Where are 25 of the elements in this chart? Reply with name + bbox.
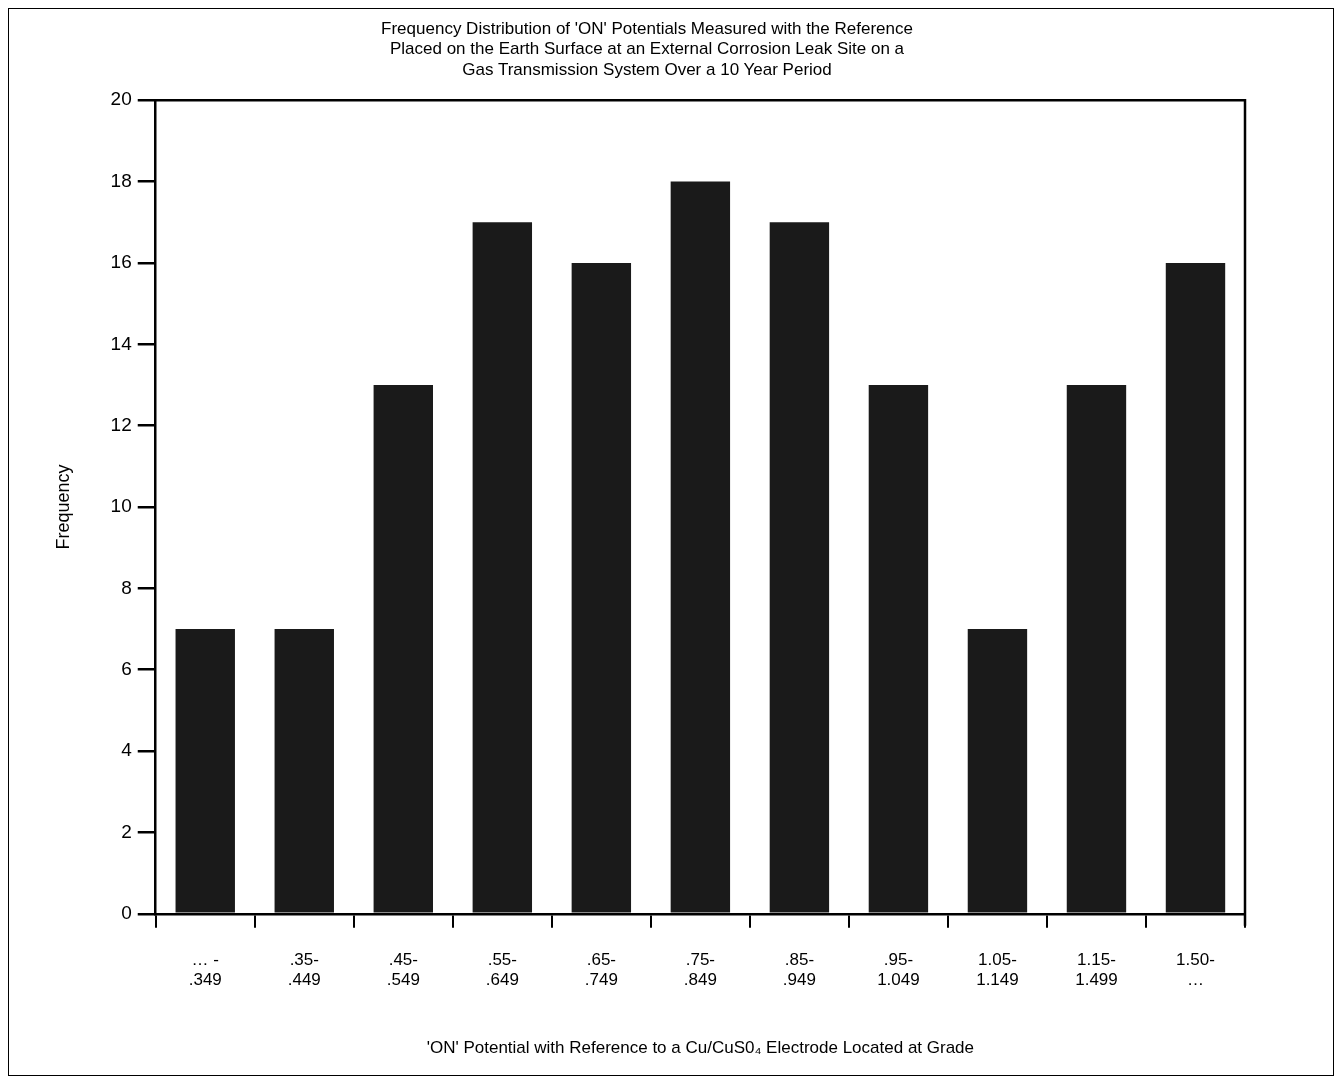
y-tick-label: 8 (121, 576, 132, 598)
chart-title: Frequency Distribution of 'ON' Potentials Measured with the Reference Placed on the Earth Surface at an External Corrosion Leak Site on a Gas Transmission System Over a 10 Year Period (381, 18, 913, 79)
x-axis-title: 'ON' Potential with Reference to a Cu/CuS0₄ Electrode Located at Grade (426, 1038, 975, 1058)
y-tick-label: 4 (121, 739, 133, 761)
y-tick-label: 6 (121, 657, 132, 679)
y-tick-label: 12 (110, 413, 132, 435)
y-tick-label: 0 (121, 902, 132, 924)
y-tick-label: 14 (110, 332, 133, 354)
x-tick-label: .85- .949 (782, 949, 816, 990)
x-tick-label: … - .349 (188, 949, 222, 990)
x-tick-label: 1.15- 1.499 (1075, 949, 1118, 990)
y-tick-label: 10 (110, 495, 132, 517)
x-tick-label: .45- .549 (386, 949, 420, 990)
x-tick-label: .95- 1.049 (877, 949, 920, 990)
y-axis-title: Frequency (52, 464, 73, 550)
y-tick-label: 16 (110, 251, 132, 273)
y-tick-label: 20 (110, 88, 132, 110)
x-tick-label: .75- .849 (683, 949, 717, 990)
x-tick-label: 1.05- 1.149 (976, 949, 1019, 990)
x-tick-label: .65- .749 (584, 949, 618, 990)
x-tick-label: 1.50- … (1176, 949, 1215, 990)
y-tick-label: 18 (110, 169, 132, 191)
x-tick-label: .35- .449 (287, 949, 321, 990)
y-tick-label: 2 (121, 820, 132, 842)
x-tick-label: .55- .649 (485, 949, 519, 990)
